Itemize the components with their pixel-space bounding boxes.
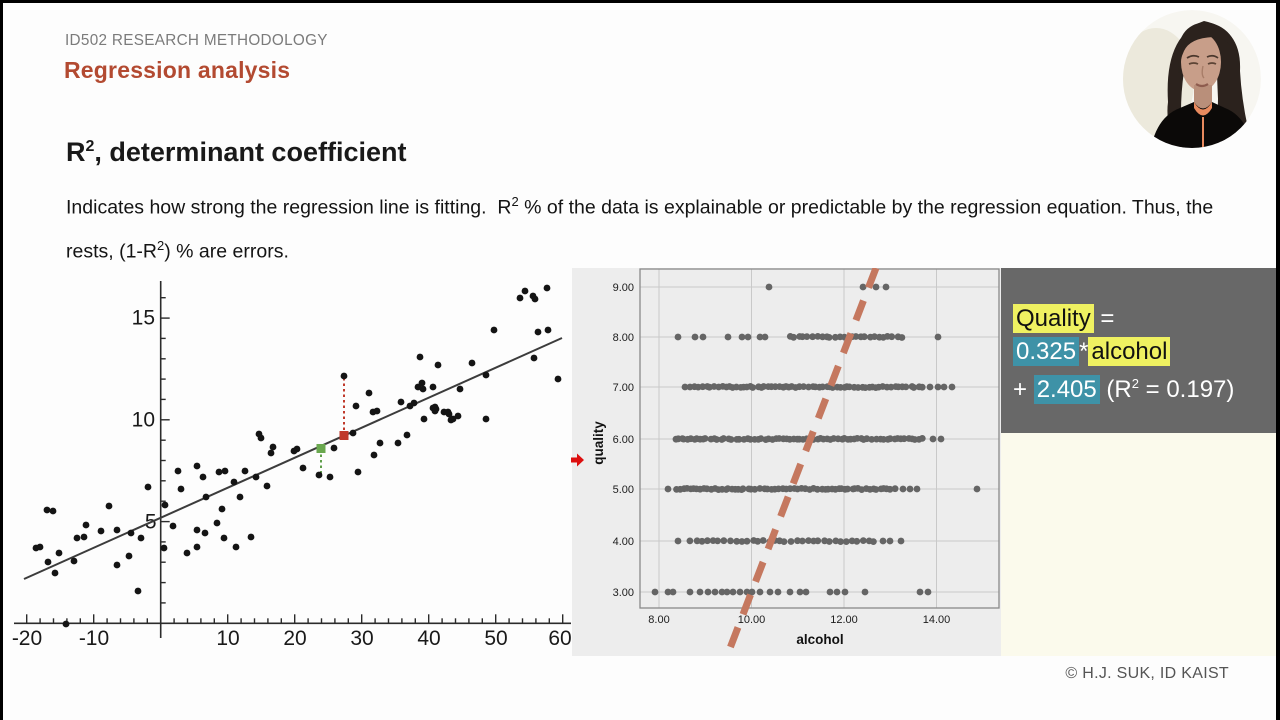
svg-text:5.00: 5.00 [613, 484, 634, 496]
svg-text:9.00: 9.00 [613, 282, 634, 294]
svg-text:-20: -20 [12, 627, 42, 650]
svg-text:alcohol: alcohol [796, 632, 843, 647]
svg-text:14.00: 14.00 [923, 614, 951, 626]
svg-text:6.00: 6.00 [613, 434, 634, 446]
svg-text:20: 20 [283, 627, 306, 650]
svg-text:12.00: 12.00 [830, 614, 858, 626]
svg-text:60: 60 [548, 627, 571, 650]
svg-text:3.00: 3.00 [613, 587, 634, 599]
svg-text:8.00: 8.00 [613, 332, 634, 344]
svg-text:-10: -10 [79, 627, 109, 650]
svg-text:10: 10 [132, 409, 155, 432]
svg-text:8.00: 8.00 [648, 614, 669, 626]
svg-text:4.00: 4.00 [613, 536, 634, 548]
svg-text:30: 30 [350, 627, 373, 650]
svg-text:10: 10 [216, 627, 239, 650]
svg-text:40: 40 [417, 627, 440, 650]
svg-text:quality: quality [591, 421, 606, 465]
svg-text:15: 15 [132, 307, 155, 330]
svg-text:10.00: 10.00 [738, 614, 766, 626]
svg-text:7.00: 7.00 [613, 382, 634, 394]
svg-text:50: 50 [484, 627, 507, 650]
